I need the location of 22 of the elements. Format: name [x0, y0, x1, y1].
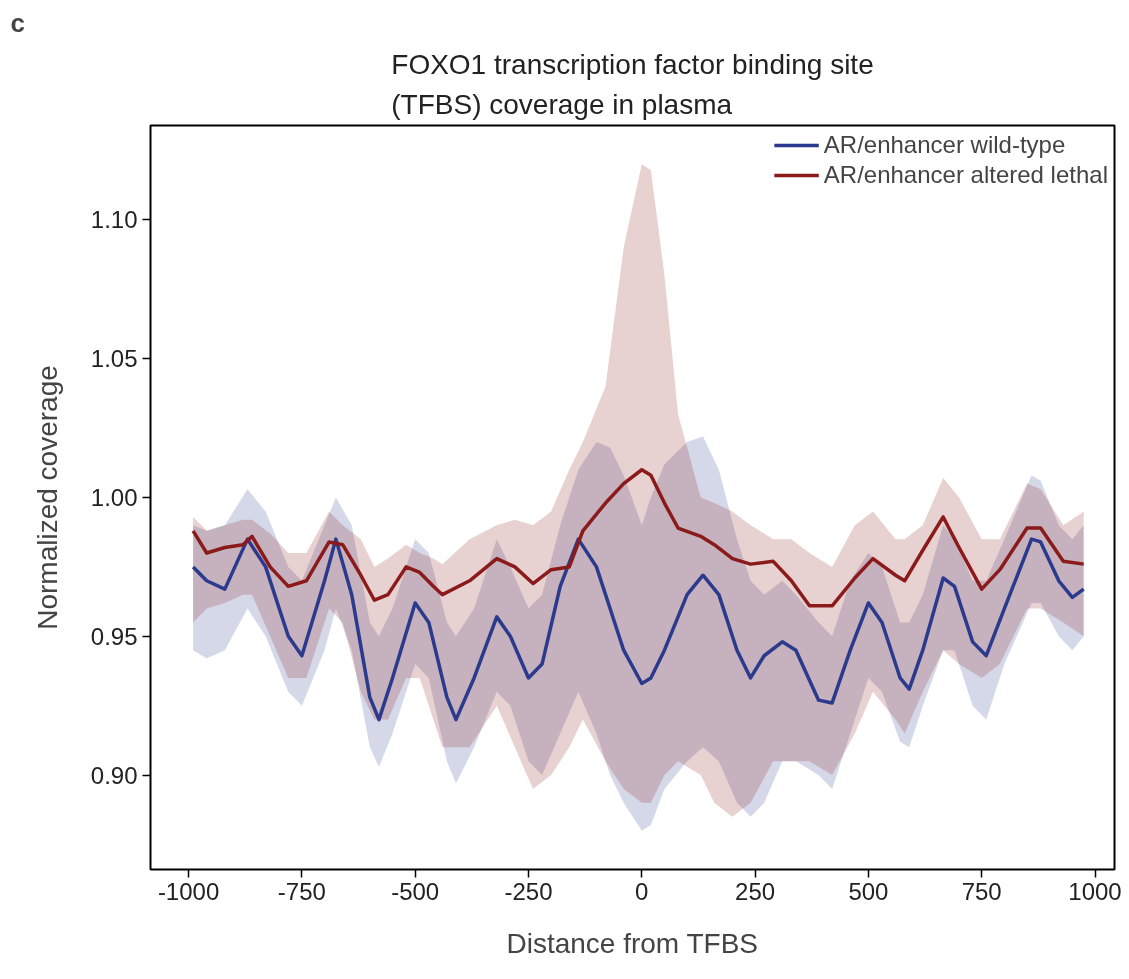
- x-tick-label: 250: [735, 877, 776, 905]
- x-tick-label: -1000: [157, 877, 220, 905]
- y-tick-label: 1.05: [90, 345, 138, 373]
- x-tick-label: 750: [961, 877, 1002, 905]
- x-tick-label: -500: [391, 877, 440, 905]
- x-tick-label: 500: [848, 877, 889, 905]
- x-tick-label: 0: [635, 877, 649, 905]
- x-tick-label: -750: [277, 877, 326, 905]
- y-tick-label: 0.90: [90, 761, 138, 789]
- y-tick-label: 1.10: [90, 206, 138, 234]
- y-axis-title: Normalized coverage: [31, 365, 63, 630]
- line-series: [191, 537, 1086, 722]
- x-tick-label: -250: [504, 877, 553, 905]
- x-tick-label: 1000: [1068, 877, 1122, 905]
- legend-label: AR/enhancer altered lethal: [823, 161, 1108, 189]
- chart-title: FOXO1 transcription factor binding site (TFBS) coverage in plasma: [391, 49, 874, 121]
- legend-label: AR/enhancer wild-type: [823, 131, 1066, 159]
- y-tick-label: 1.00: [90, 484, 138, 511]
- line-series: [191, 467, 1086, 608]
- x-axis-title: Distance from TFBS: [506, 927, 759, 959]
- y-tick-label: 0.95: [90, 622, 138, 650]
- text: c: [10, 7, 25, 38]
